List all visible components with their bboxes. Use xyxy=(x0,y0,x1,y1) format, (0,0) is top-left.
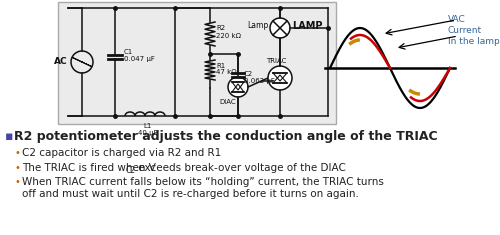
Text: The TRIAC is fired when V: The TRIAC is fired when V xyxy=(22,163,156,173)
Text: C2
0.062 μF: C2 0.062 μF xyxy=(244,70,275,83)
Text: •: • xyxy=(14,148,20,158)
Text: R1
47 kΩ: R1 47 kΩ xyxy=(216,63,236,75)
Text: Current: Current xyxy=(448,26,482,35)
Text: C2 capacitor is charged via R2 and R1: C2 capacitor is charged via R2 and R1 xyxy=(22,148,221,158)
Text: AC: AC xyxy=(54,58,68,67)
Polygon shape xyxy=(273,75,287,83)
Circle shape xyxy=(268,66,292,90)
Text: DIAC: DIAC xyxy=(220,99,236,105)
Text: R2
220 kΩ: R2 220 kΩ xyxy=(216,26,241,39)
Text: Lamp: Lamp xyxy=(247,21,268,31)
Polygon shape xyxy=(232,84,244,92)
Polygon shape xyxy=(232,82,244,90)
Text: C1
0.047 μF: C1 0.047 μF xyxy=(124,50,155,63)
Text: R2 potentiometer adjusts the conduction angle of the TRIAC: R2 potentiometer adjusts the conduction … xyxy=(14,130,438,143)
Text: L1
40 μF: L1 40 μF xyxy=(138,123,158,136)
Text: When TRIAC current falls below its “holding” current, the TRIAC turns
off and mu: When TRIAC current falls below its “hold… xyxy=(22,177,384,199)
Text: In the lamp: In the lamp xyxy=(448,37,500,46)
Text: C2: C2 xyxy=(126,166,136,175)
Text: LAMP: LAMP xyxy=(292,21,322,31)
Text: TRIAC: TRIAC xyxy=(266,58,286,64)
Polygon shape xyxy=(273,73,287,81)
Text: ▪: ▪ xyxy=(5,130,14,143)
Text: VAC: VAC xyxy=(448,15,466,24)
Text: •: • xyxy=(14,177,20,187)
Circle shape xyxy=(228,77,248,97)
Text: •: • xyxy=(14,163,20,173)
Circle shape xyxy=(270,18,290,38)
Text: exceeds break-over voltage of the DIAC: exceeds break-over voltage of the DIAC xyxy=(135,163,346,173)
Bar xyxy=(58,2,336,124)
